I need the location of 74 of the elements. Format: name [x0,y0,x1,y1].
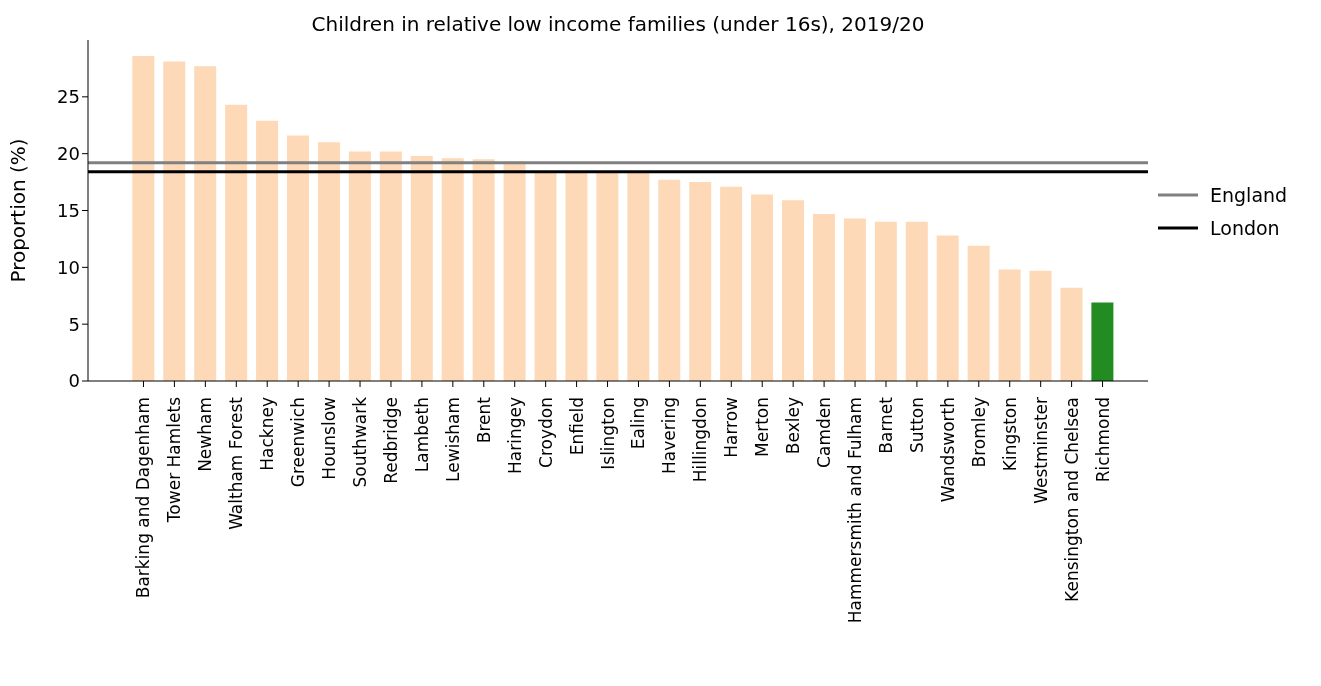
x-tick-label: Bromley [968,397,989,468]
x-tick-label: Barnet [875,396,896,454]
x-tick-label: Havering [659,397,680,474]
bar [441,158,464,381]
bar [905,221,928,381]
bar [751,194,774,381]
bar [782,200,805,381]
y-tick-label: 25 [57,86,80,108]
x-tick-label: Enfield [566,397,587,456]
y-tick-label: 10 [57,256,80,278]
x-tick-label: Redbridge [380,397,401,484]
bar [132,55,155,381]
x-tick-label: Lewisham [442,397,463,482]
x-tick-label: Hackney [257,397,278,471]
bar [534,171,557,381]
bar [287,135,310,381]
bar [720,186,743,381]
bar [194,66,217,381]
bar [998,269,1021,381]
bar [596,171,619,381]
y-tick-label: 15 [57,199,80,221]
bar [317,142,340,381]
x-tick-label: Barking and Dagenham [133,397,154,599]
y-tick-label: 5 [68,313,80,335]
bar [967,245,990,381]
x-tick-label: Kensington and Chelsea [1061,397,1082,602]
x-tick-label: Brent [473,396,494,444]
bar [658,179,681,381]
x-tick-label: Greenwich [288,397,309,488]
x-tick-label: Croydon [535,397,556,468]
x-tick-label: Islington [597,397,618,470]
x-tick-label: Southwark [350,396,371,488]
bar [256,120,279,381]
bar [163,61,186,381]
bar [379,151,402,381]
x-tick-label: Sutton [906,397,927,454]
bar [348,151,371,381]
x-tick-label: Ealing [628,397,649,450]
x-tick-label: Kingston [999,397,1020,472]
x-tick-label: Merton [752,397,773,457]
bar [627,172,650,381]
y-axis-title: Proportion (%) [6,138,31,283]
y-tick-label: 20 [57,143,80,165]
x-tick-label: Richmond [1092,397,1113,483]
x-tick-label: Bexley [783,397,804,455]
bar [565,171,588,381]
y-tick-label: 0 [68,370,80,392]
bar [812,213,835,381]
bar [843,218,866,381]
bar [472,159,495,381]
x-tick-label: Newham [195,397,216,472]
bar [225,104,248,381]
x-tick-label: Haringey [504,397,525,474]
bar [1029,270,1052,381]
bar [689,182,712,381]
x-tick-label: Wandsworth [937,397,958,503]
bar [936,235,959,381]
x-tick-label: Camden [814,397,835,468]
bar [874,221,897,381]
bar [410,155,433,381]
x-tick-label: Waltham Forest [226,396,247,530]
x-tick-label: Tower Hamlets [164,396,185,524]
x-tick-label: Hammersmith and Fulham [845,397,866,624]
x-tick-label: Hillingdon [690,397,711,483]
bar [503,161,526,381]
x-tick-label: Harrow [721,396,742,458]
legend-label: London [1210,216,1280,239]
legend-label: England [1210,183,1288,206]
x-tick-label: Hounslow [319,396,340,480]
x-tick-label: Lambeth [411,397,432,473]
x-tick-label: Westminster [1030,396,1051,504]
bar [1091,302,1114,381]
chart-title: Children in relative low income families (under 16s), 2019/20 [310,12,926,36]
bar [1060,287,1083,381]
